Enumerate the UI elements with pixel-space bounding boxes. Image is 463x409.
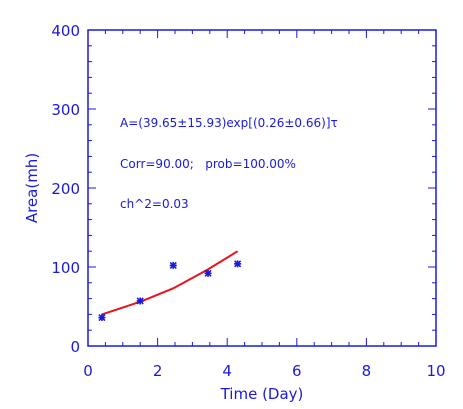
x-tick-label: 2 bbox=[153, 362, 163, 380]
y-tick-label: 400 bbox=[51, 22, 80, 40]
asterisk-marker bbox=[98, 313, 106, 322]
data-point bbox=[136, 297, 144, 305]
data-point bbox=[234, 260, 242, 268]
annotation-correlation: Corr=90.00; prob=100.00% bbox=[120, 157, 296, 171]
x-tick-label: 0 bbox=[83, 362, 93, 380]
y-tick-label: 200 bbox=[51, 180, 80, 198]
x-tick-label: 4 bbox=[222, 362, 232, 380]
y-tick-label: 100 bbox=[51, 259, 80, 277]
axis-ticks bbox=[87, 29, 437, 347]
asterisk-marker bbox=[234, 260, 242, 268]
x-tick-label: 8 bbox=[362, 362, 372, 380]
asterisk-marker bbox=[136, 297, 144, 305]
x-axis-label: Time (Day) bbox=[220, 385, 304, 403]
asterisk-marker bbox=[169, 261, 177, 269]
y-axis-label: Area(mh) bbox=[23, 153, 41, 223]
data-point bbox=[204, 269, 212, 277]
x-tick-label: 6 bbox=[292, 362, 302, 380]
fit-line bbox=[101, 250, 239, 316]
y-tick-label: 0 bbox=[70, 338, 80, 356]
annotation-chi-square: ch^2=0.03 bbox=[120, 197, 189, 211]
y-tick-label: 300 bbox=[51, 101, 80, 119]
chart-marks bbox=[98, 250, 242, 322]
data-point bbox=[98, 313, 106, 322]
annotation-equation: A=(39.65±15.93)exp[(0.26±0.66)]τ bbox=[120, 116, 338, 130]
x-tick-label: 10 bbox=[426, 362, 445, 380]
asterisk-marker bbox=[204, 269, 212, 277]
data-point bbox=[169, 261, 177, 269]
